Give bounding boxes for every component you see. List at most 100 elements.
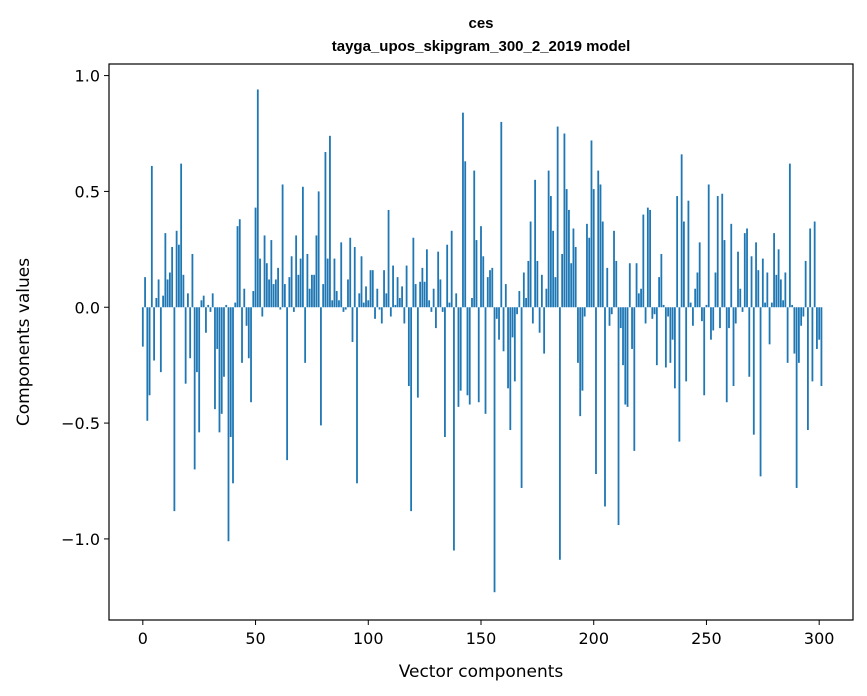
bar-286 (786, 307, 789, 363)
bar-235 (671, 307, 674, 340)
bar-21 (189, 307, 192, 359)
bar-120 (412, 237, 415, 308)
bar-73 (306, 253, 309, 308)
bar-233 (667, 307, 670, 317)
bar-74 (308, 288, 311, 308)
bar-50 (254, 207, 257, 308)
bar-231 (662, 304, 665, 308)
bar-269 (748, 307, 751, 377)
bar-82 (326, 258, 329, 308)
bar-242 (687, 200, 690, 308)
bar-276 (764, 302, 766, 308)
bar-168 (520, 307, 523, 488)
bar-281 (775, 274, 778, 308)
bar-86 (335, 291, 338, 308)
bar-124 (421, 267, 424, 308)
bar-41 (234, 302, 237, 308)
bar-135 (446, 244, 449, 308)
bar-239 (680, 154, 683, 308)
bar-165 (513, 307, 516, 382)
bar-258 (723, 240, 726, 308)
bar-202 (597, 170, 600, 308)
bar-216 (628, 263, 631, 308)
bar-75 (311, 274, 313, 308)
bar-60 (277, 267, 279, 308)
bar-273 (757, 270, 760, 308)
bar-44 (241, 307, 243, 363)
bar-215 (626, 307, 629, 407)
bar-195 (581, 307, 584, 391)
bar-208 (610, 307, 613, 315)
bar-38 (227, 307, 230, 542)
x-tick-label: 250 (691, 629, 722, 648)
bar-219 (635, 263, 638, 308)
bar-220 (637, 293, 640, 308)
bar-243 (689, 302, 692, 308)
bar-125 (423, 281, 426, 308)
bar-119 (410, 307, 413, 512)
bar-32 (214, 307, 216, 410)
bar-78 (317, 191, 320, 308)
x-tick-label: 0 (138, 629, 148, 648)
bar-291 (797, 307, 800, 363)
bar-142 (462, 112, 464, 308)
bar-40 (232, 307, 234, 484)
bar-96 (358, 293, 361, 308)
bar-133 (441, 307, 444, 312)
bar-299 (816, 307, 818, 349)
bar-69 (297, 274, 300, 308)
bar-266 (741, 307, 744, 312)
bar-199 (590, 140, 593, 308)
bar-204 (601, 221, 604, 308)
bar-163 (509, 307, 512, 431)
bar-122 (416, 307, 419, 398)
bar-55 (265, 263, 268, 308)
bar-137 (450, 230, 453, 308)
bar-186 (561, 253, 564, 308)
bar-80 (322, 284, 325, 308)
bar-136 (448, 302, 451, 308)
bar-49 (252, 291, 255, 308)
bar-152 (484, 307, 487, 414)
bar-211 (617, 307, 620, 526)
bar-54 (263, 235, 266, 308)
bar-138 (453, 307, 455, 551)
bar-200 (592, 189, 595, 308)
bar-182 (552, 230, 555, 308)
bar-280 (773, 233, 775, 308)
bar-270 (750, 256, 753, 308)
x-tick-label: 200 (578, 629, 609, 648)
bar-284 (782, 300, 785, 308)
bar-148 (475, 240, 478, 308)
bar-145 (468, 307, 471, 405)
bar-26 (200, 300, 203, 308)
bar-68 (295, 235, 298, 308)
x-axis: 0 50 100 150 200 250 300 (138, 620, 834, 648)
bar-43 (238, 219, 241, 308)
bar-92 (349, 237, 352, 308)
bar-212 (619, 307, 622, 329)
bar-274 (759, 307, 762, 477)
bar-132 (439, 279, 442, 308)
bar-140 (457, 307, 460, 407)
bar-128 (430, 307, 433, 312)
bar-70 (299, 258, 302, 308)
bar-153 (486, 277, 489, 308)
y-tick-label: 0.0 (75, 298, 100, 317)
bar-294 (804, 260, 807, 308)
bar-287 (788, 163, 791, 308)
bar-94 (353, 247, 356, 308)
bar-247 (698, 242, 701, 308)
bar-191 (572, 228, 575, 308)
bar-63 (283, 284, 286, 308)
bar-183 (554, 277, 557, 308)
bar-146 (471, 297, 473, 308)
bar-130 (435, 307, 437, 329)
bar-58 (272, 284, 275, 308)
y-axis-label: Components values (14, 258, 34, 426)
bar-265 (739, 288, 742, 308)
bar-110 (389, 307, 392, 317)
bar-214 (624, 307, 627, 405)
bar-116 (403, 307, 406, 324)
bar-67 (292, 307, 295, 312)
